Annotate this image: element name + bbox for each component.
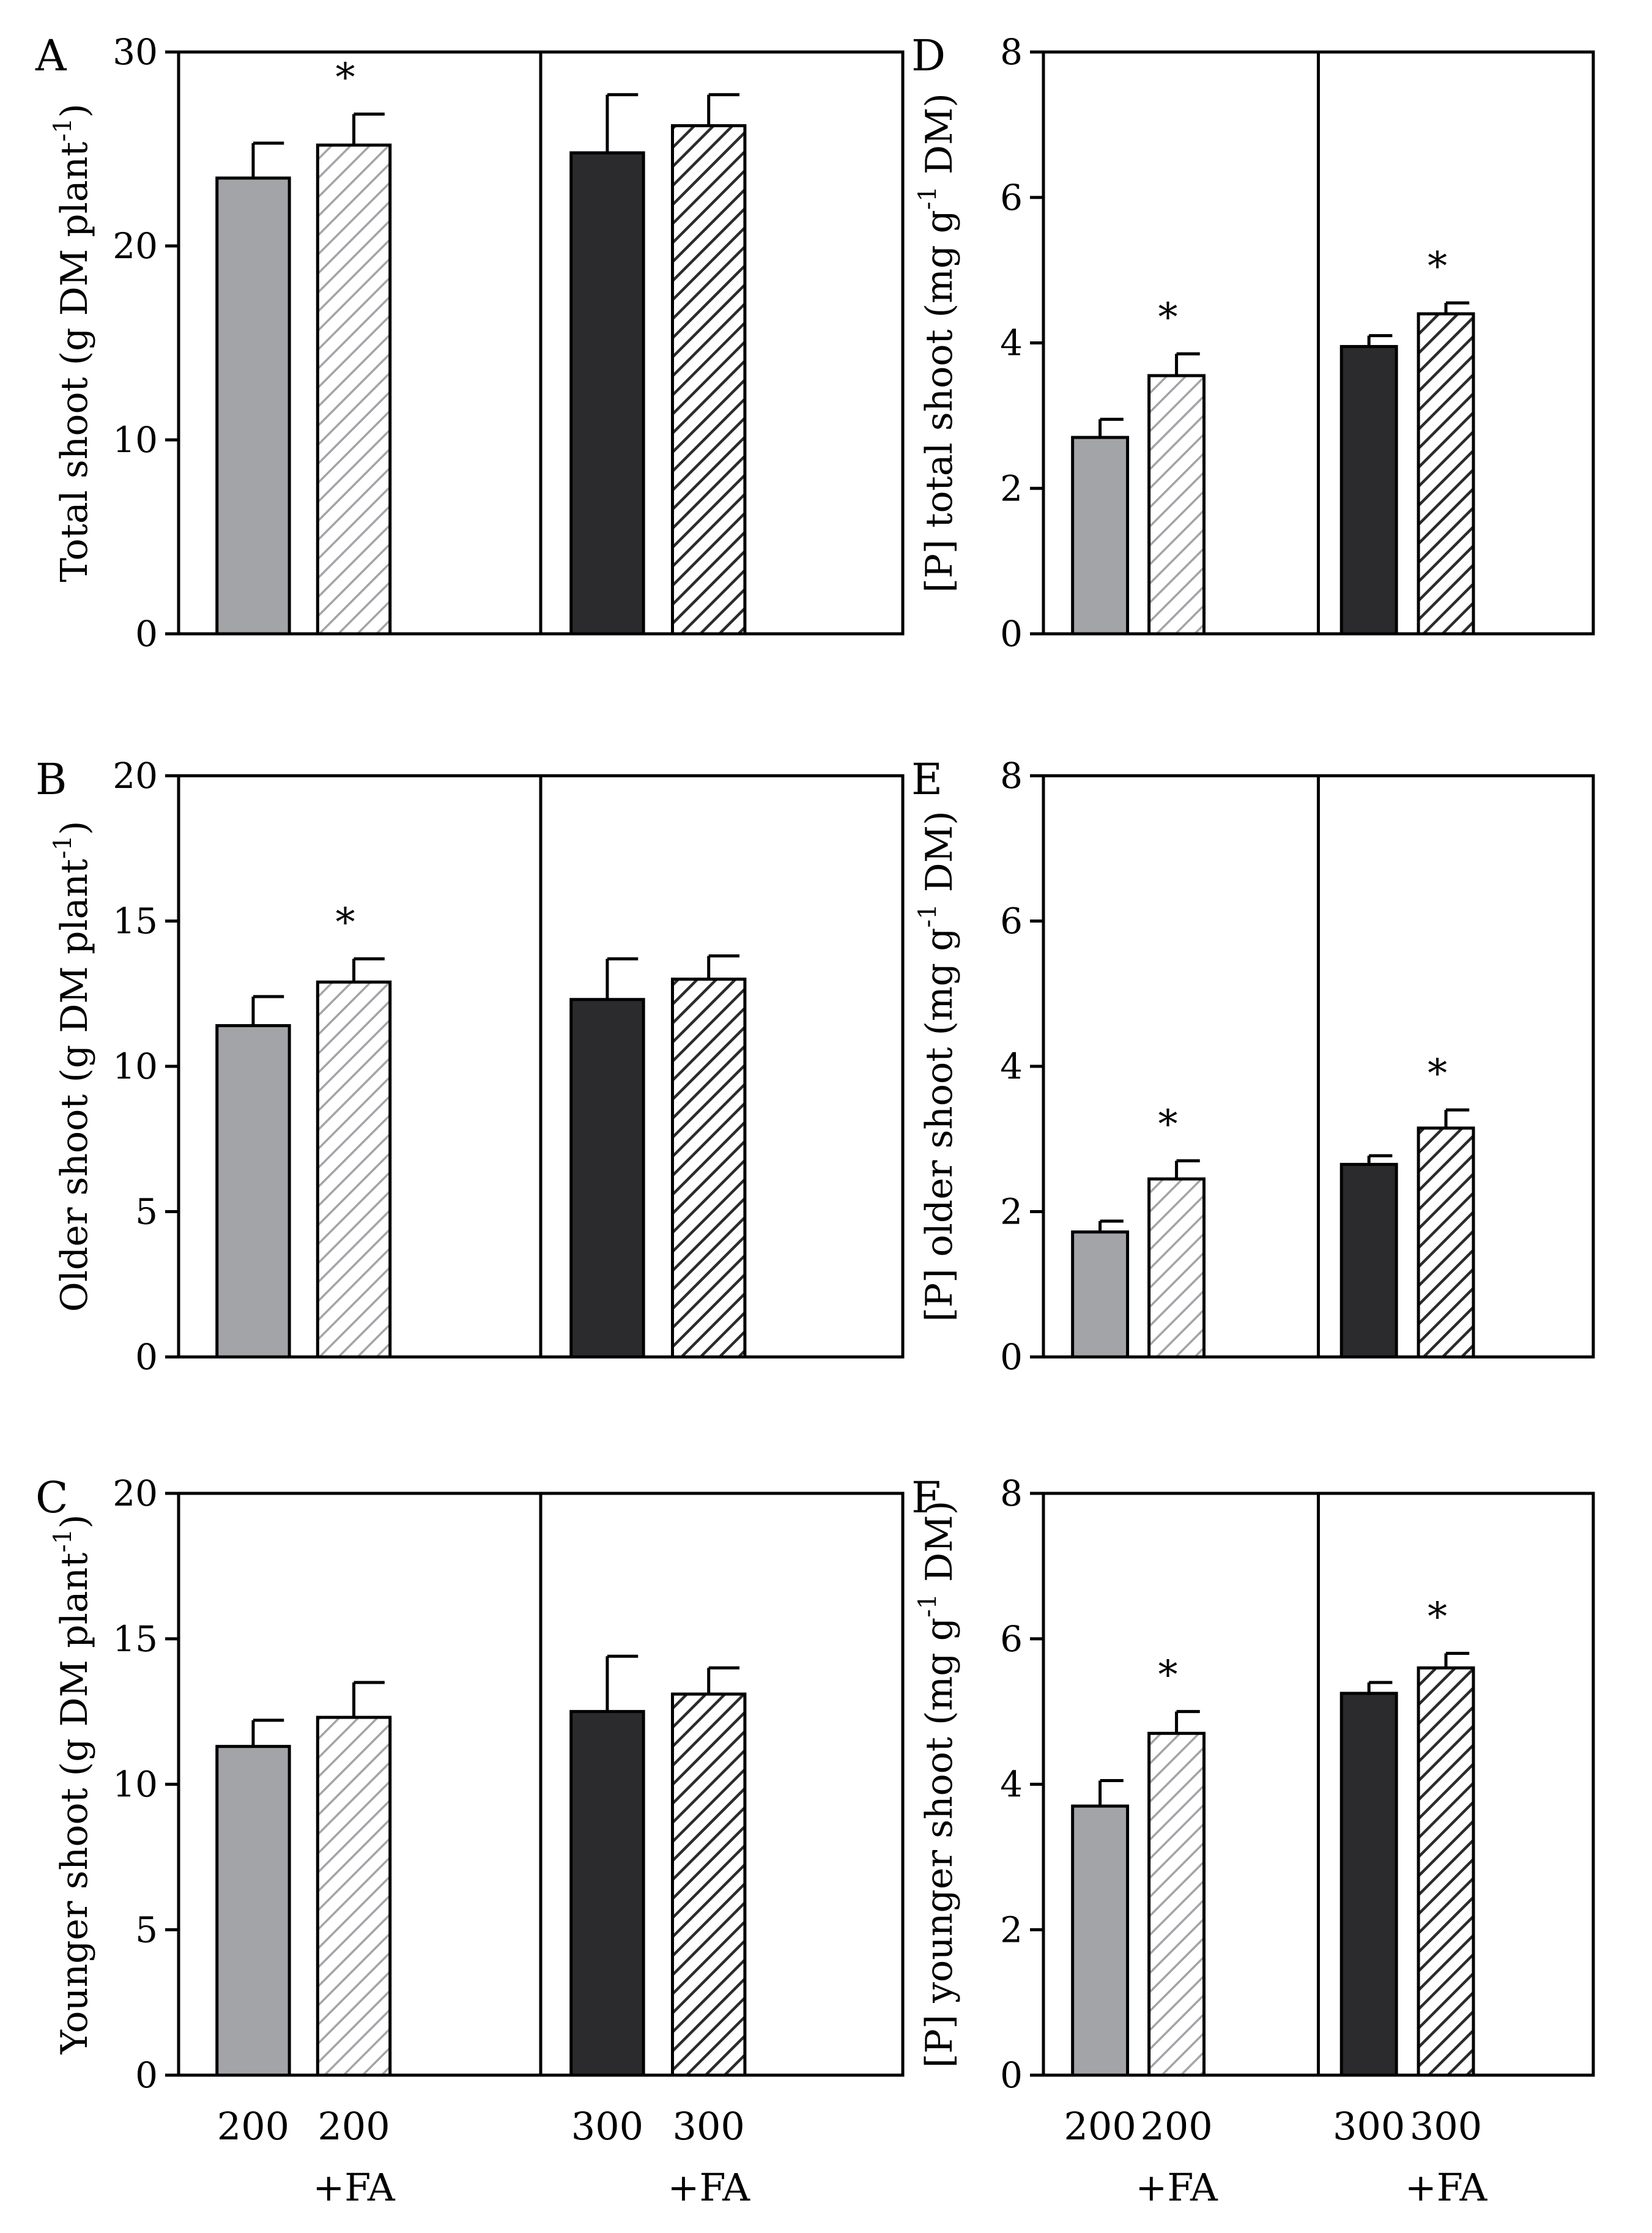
- significance-marker: *: [1158, 1653, 1178, 1698]
- y-tick-label: 30: [113, 31, 158, 73]
- bar-1: [1071, 436, 1130, 636]
- bar-3: [1339, 344, 1398, 636]
- bar-4: [1417, 1666, 1475, 2077]
- y-tick-label: 2: [1000, 467, 1023, 509]
- y-tick-label: 0: [135, 2054, 158, 2096]
- x-category-label: 200: [1140, 2104, 1212, 2149]
- bar-1: [215, 1745, 291, 2077]
- bar-3: [569, 151, 645, 636]
- y-axis-label: [P] older shoot (mg g-1 DM): [914, 811, 961, 1321]
- y-tick-label: 6: [1000, 1618, 1023, 1660]
- bar-3: [569, 1710, 645, 2077]
- y-tick-label: 10: [113, 1764, 158, 1805]
- y-tick-label: 5: [135, 1909, 158, 1950]
- y-tick-label: 15: [113, 1618, 158, 1660]
- bar-4: [1417, 1126, 1475, 1359]
- significance-marker: *: [1428, 1051, 1447, 1096]
- x-category-label: 300: [673, 2104, 745, 2149]
- bar-2: [316, 980, 392, 1359]
- panel-letter: F: [911, 1473, 941, 1523]
- y-tick-label: 15: [113, 901, 158, 942]
- bar-3: [569, 998, 645, 1359]
- significance-marker: *: [1158, 295, 1178, 340]
- y-tick-label: 8: [1000, 755, 1023, 797]
- panel-letter: D: [911, 31, 946, 81]
- significance-marker: *: [336, 55, 355, 100]
- y-axis-label: [P] younger shoot (mg g-1 DM): [914, 1501, 961, 2068]
- x-category-sublabel: +FA: [1405, 2165, 1488, 2210]
- x-category-sublabel: +FA: [1135, 2165, 1218, 2210]
- x-category-sublabel: +FA: [313, 2165, 396, 2210]
- y-tick-label: 0: [135, 613, 158, 655]
- panel-e: 0 2 4 6 8 [P] older shoot (mg g-1 DM) E * *: [911, 754, 1595, 1378]
- y-axis-label: Younger shoot (g DM plant-1): [49, 1514, 96, 2054]
- panel-letter: B: [35, 754, 67, 804]
- y-tick-label: 4: [1000, 1046, 1023, 1087]
- panel-letter: E: [911, 754, 943, 804]
- y-tick-label: 8: [1000, 31, 1023, 73]
- y-tick-label: 2: [1000, 1909, 1023, 1950]
- bar-2: [1147, 1177, 1206, 1359]
- x-category-label: 200: [1064, 2104, 1136, 2149]
- x-category-label: 200: [217, 2104, 289, 2149]
- bar-3: [1339, 1692, 1398, 2077]
- bar-2: [316, 1715, 392, 2077]
- significance-marker: *: [336, 900, 355, 945]
- bar-4: [670, 1692, 747, 2077]
- y-tick-label: 8: [1000, 1473, 1023, 1514]
- bar-3: [1339, 1162, 1398, 1359]
- bar-1: [215, 176, 291, 636]
- y-tick-label: 20: [113, 225, 158, 267]
- y-tick-label: 20: [113, 1473, 158, 1514]
- x-category-sublabel: +FA: [668, 2165, 751, 2210]
- y-tick-label: 2: [1000, 1191, 1023, 1233]
- y-tick-label: 0: [1000, 1336, 1023, 1378]
- bar-1: [1071, 1804, 1130, 2077]
- panel-d: 0 2 4 6 8 [P] total shoot (mg g-1 DM) D * *: [911, 31, 1595, 655]
- y-tick-label: 20: [113, 755, 158, 797]
- y-tick-label: 5: [135, 1191, 158, 1233]
- x-category-label: 300: [571, 2104, 643, 2149]
- y-tick-label: 4: [1000, 1764, 1023, 1805]
- panel-letter: C: [35, 1473, 69, 1523]
- y-tick-label: 6: [1000, 177, 1023, 218]
- y-axis-label: [P] total shoot (mg g-1 DM): [914, 93, 961, 593]
- bar-4: [670, 978, 747, 1359]
- x-category-label: 200: [317, 2104, 390, 2149]
- y-tick-label: 0: [135, 1336, 158, 1378]
- panel-f: 0 2 4 6 8 [P] younger shoot (mg g-1 DM)F * * 200…: [911, 1473, 1595, 2210]
- panel-c: 0 5 10 15 20 Younger shoot (g DM plant-1)C 200…: [35, 1473, 905, 2210]
- x-category-label: 300: [1333, 2104, 1405, 2149]
- significance-marker: *: [1158, 1102, 1178, 1147]
- bar-2: [1147, 1731, 1206, 2077]
- bar-2: [1147, 374, 1206, 636]
- y-axis-label: Older shoot (g DM plant-1): [49, 821, 96, 1312]
- bar-1: [1071, 1230, 1130, 1359]
- y-tick-label: 6: [1000, 901, 1023, 942]
- significance-marker: *: [1428, 1595, 1447, 1640]
- panel-letter: A: [35, 31, 67, 81]
- bar-4: [1417, 312, 1475, 636]
- bar-4: [670, 124, 747, 636]
- y-axis-label: Total shoot (g DM plant-1): [49, 103, 96, 582]
- bar-1: [215, 1024, 291, 1359]
- significance-marker: *: [1428, 244, 1447, 289]
- bar-2: [316, 143, 392, 636]
- y-tick-label: 4: [1000, 322, 1023, 364]
- y-tick-label: 0: [1000, 613, 1023, 655]
- panel-b: 0 5 10 15 20 Older shoot (g DM plant-1) B *: [35, 754, 905, 1378]
- y-tick-label: 10: [113, 419, 158, 461]
- x-category-label: 300: [1410, 2104, 1482, 2149]
- y-tick-label: 0: [1000, 2054, 1023, 2096]
- panel-a: 0 10 20 30 Total shoot (g DM plant-1) A *: [35, 31, 905, 655]
- y-tick-label: 10: [113, 1046, 158, 1087]
